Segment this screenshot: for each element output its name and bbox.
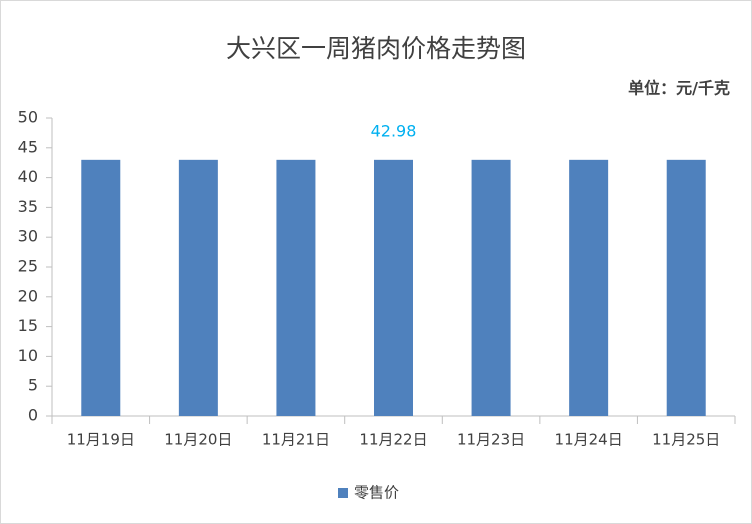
bar [666,159,706,416]
y-tick-label: 35 [18,197,38,216]
x-tick-label: 11月19日 [67,431,135,449]
chart-title: 大兴区一周猪肉价格走势图 [226,34,526,63]
x-tick-label: 11月24日 [555,431,623,449]
unit-label: 单位：元/千克 [628,79,730,98]
bar [178,159,218,416]
x-tick-label: 11月20日 [164,431,232,449]
y-tick-label: 15 [18,316,38,335]
bar [276,159,316,416]
bar [471,159,511,416]
y-tick-label: 20 [18,286,38,305]
data-label: 42.98 [371,121,417,140]
legend-swatch [338,488,348,498]
bar [374,159,413,416]
y-tick-label: 5 [28,376,38,395]
y-tick-label: 30 [18,227,38,246]
x-tick-label: 11月22日 [359,431,427,449]
bar [81,159,121,416]
x-tick-label: 11月25日 [652,431,720,449]
y-tick-label: 0 [28,406,38,425]
y-tick-label: 45 [18,137,38,156]
x-tick-label: 11月21日 [262,431,330,449]
y-tick-label: 40 [18,167,38,186]
bar [569,159,609,416]
x-tick-label: 11月23日 [457,431,525,449]
y-tick-label: 25 [18,257,38,276]
legend-label: 零售价 [354,484,399,502]
y-tick-label: 50 [18,108,38,127]
y-tick-label: 10 [18,346,38,365]
